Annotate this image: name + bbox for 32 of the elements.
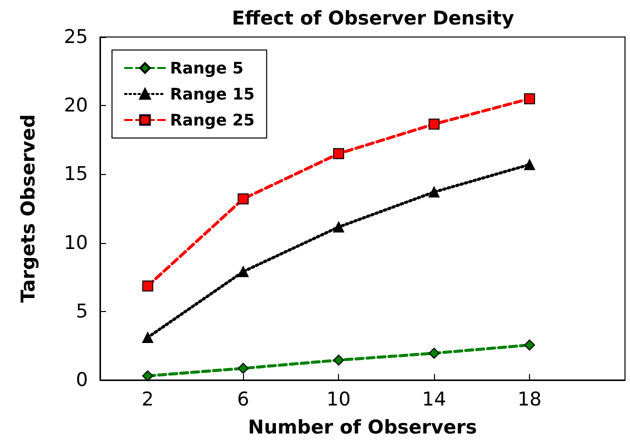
point <box>333 222 344 233</box>
point <box>524 340 536 351</box>
legend-label: Range 15 <box>170 84 255 104</box>
point <box>428 186 440 198</box>
x-tick-label: 14 <box>422 388 446 410</box>
y-tick-label: 20 <box>64 94 88 117</box>
point <box>238 362 249 374</box>
y-tick-label: 25 <box>64 26 88 48</box>
point <box>142 280 154 292</box>
point <box>238 266 249 278</box>
point <box>428 348 440 359</box>
legend-label: Range 25 <box>170 110 255 130</box>
point <box>524 93 536 104</box>
x-tick-label: 10 <box>326 388 351 410</box>
legend-label: Range 5 <box>170 58 244 78</box>
x-tick-label: 18 <box>517 388 542 410</box>
point <box>333 148 344 160</box>
y-tick-label: 5 <box>76 300 88 322</box>
x-tick-label: 6 <box>237 388 250 410</box>
point <box>524 159 536 170</box>
point <box>333 354 344 366</box>
y-tick-label: 15 <box>64 163 88 186</box>
y-axis-title: Targets Observed <box>18 114 40 303</box>
point <box>142 332 154 343</box>
point <box>238 193 249 204</box>
point <box>142 370 154 382</box>
point <box>428 118 440 130</box>
y-tick-label: 0 <box>76 369 88 391</box>
x-tick-label: 2 <box>142 388 154 410</box>
y-tick-label: 10 <box>64 232 88 254</box>
x-axis-title: Number of Observers <box>248 416 477 438</box>
chart-title: Effect of Observer Density <box>232 8 515 30</box>
